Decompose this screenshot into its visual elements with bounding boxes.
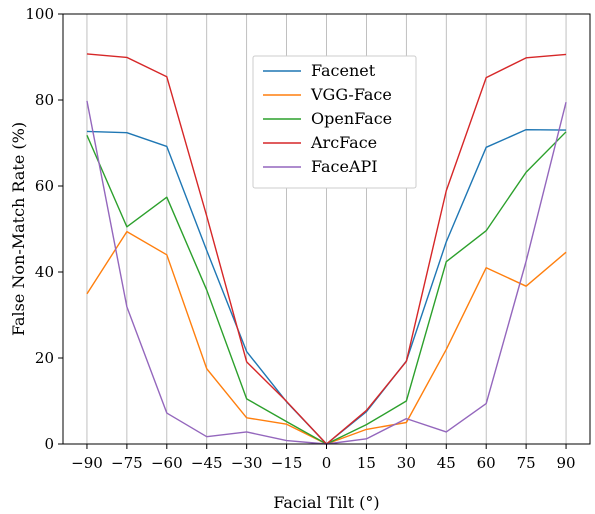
legend-label-facenet: Facenet — [311, 61, 376, 80]
x-tick-label: 60 — [477, 454, 496, 472]
x-axis-label: Facial Tilt (°) — [273, 493, 379, 512]
x-tick-label: 15 — [357, 454, 376, 472]
legend: Facenet VGG-Face OpenFace ArcFace FaceAPI — [252, 55, 417, 189]
x-tick-label: −90 — [71, 454, 103, 472]
x-tick-label: −30 — [231, 454, 263, 472]
axis-ticks: −90 −75 −60 −45 −30 −15 0 15 30 45 60 75 90 0 20 40 60 80… — [25, 5, 575, 472]
x-tick-label: −45 — [191, 454, 223, 472]
y-tick-label: 20 — [35, 349, 54, 367]
x-tick-label: −60 — [151, 454, 183, 472]
y-tick-label: 40 — [35, 263, 54, 281]
legend-label-openface: OpenFace — [311, 109, 392, 128]
x-tick-label: −15 — [271, 454, 303, 472]
y-tick-label: 0 — [44, 435, 54, 453]
legend-label-faceapi: FaceAPI — [311, 157, 378, 176]
x-tick-label: 90 — [556, 454, 575, 472]
x-tick-label: 75 — [517, 454, 536, 472]
x-tick-label: 30 — [397, 454, 416, 472]
legend-box — [252, 55, 417, 189]
x-tick-label: −75 — [111, 454, 143, 472]
y-tick-label: 60 — [35, 177, 54, 195]
y-tick-label: 80 — [35, 91, 54, 109]
legend-label-vgg-face: VGG-Face — [310, 85, 392, 104]
y-tick-label: 100 — [25, 5, 54, 23]
legend-label-arcface: ArcFace — [310, 133, 377, 152]
x-tick-label: 45 — [437, 454, 456, 472]
x-tick-label: 0 — [322, 454, 332, 472]
y-axis-label: False Non-Match Rate (%) — [9, 122, 28, 336]
